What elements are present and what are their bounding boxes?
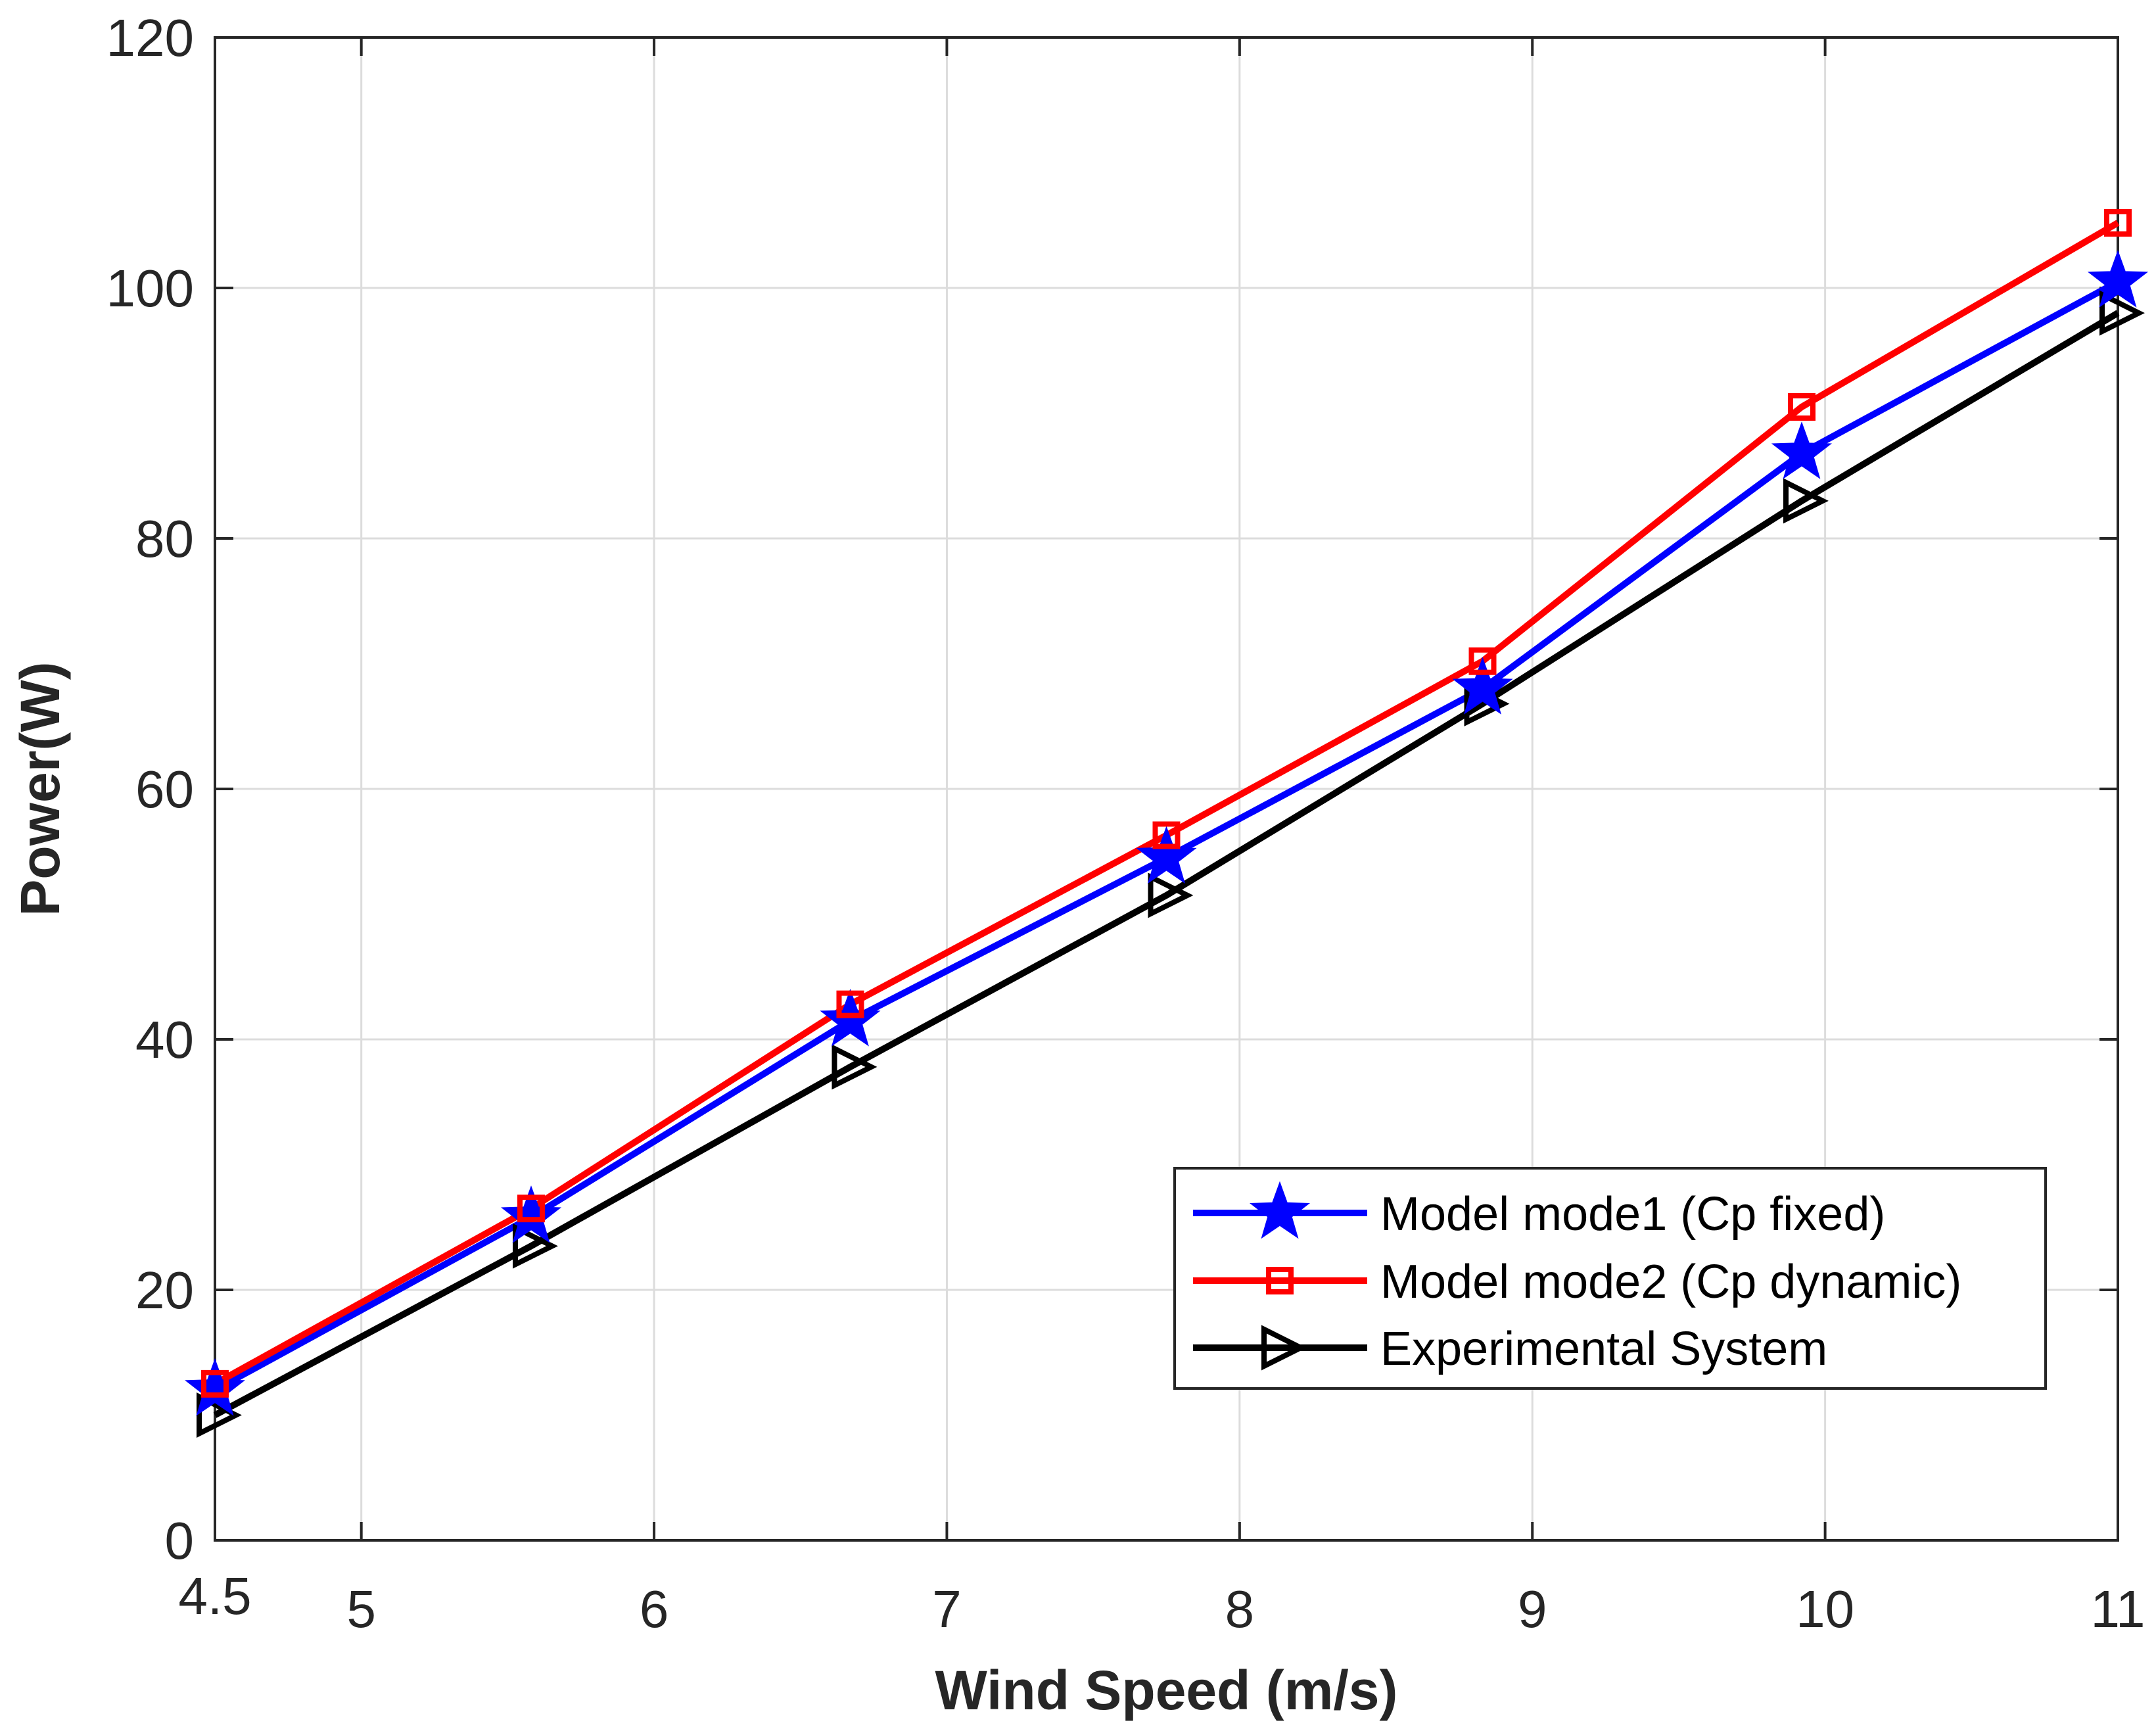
- series-2-point: [1468, 647, 1497, 675]
- series-markers: [184, 208, 2149, 1438]
- y-tick-label: 0: [165, 1511, 195, 1570]
- legend-label-3: Experimental System: [1380, 1323, 1827, 1375]
- x-tick-label: 8: [1225, 1580, 1255, 1638]
- x-tick-labels: 4.5 5 6 7 8 9 10 11: [178, 1567, 2145, 1638]
- series-1-point: [1452, 657, 1513, 715]
- x-tick-label: 10: [1796, 1580, 1854, 1638]
- legend-marker-3: [1261, 1325, 1307, 1371]
- series-1-point: [1771, 421, 1833, 479]
- series-line-3: [213, 310, 2120, 1418]
- y-tick-label: 60: [135, 760, 194, 818]
- legend: Model mode1 (Cp fixed) Model mode2 (Cp dy…: [1173, 1167, 2047, 1390]
- series-2-point: [836, 990, 864, 1018]
- y-axis-title: Power(W): [9, 661, 71, 916]
- legend-label-1: Model mode1 (Cp fixed): [1380, 1188, 1885, 1241]
- x-axis-title: Wind Speed (m/s): [935, 1659, 1398, 1721]
- x-tick-label: 9: [1518, 1580, 1547, 1638]
- x-tick-label: 6: [640, 1580, 669, 1638]
- y-tick-label: 20: [135, 1261, 194, 1319]
- series-3-point: [1783, 478, 1829, 524]
- series-1-point: [500, 1185, 562, 1243]
- legend-marker-2: [1266, 1267, 1294, 1294]
- series-1-point: [1136, 826, 1197, 884]
- x-tick-label: 5: [346, 1580, 376, 1638]
- series-2-point: [1152, 821, 1181, 849]
- x-tick-label: 4.5: [178, 1567, 251, 1625]
- legend-label-2: Model mode2 (Cp dynamic): [1380, 1256, 1961, 1308]
- axis-ticks: [214, 36, 2119, 1542]
- grid-lines: [214, 36, 2119, 1542]
- y-tick-label: 80: [135, 510, 194, 568]
- x-tick-label: 11: [2090, 1580, 2145, 1638]
- series-2-point: [1787, 392, 1816, 421]
- x-tick-label: 7: [932, 1580, 962, 1638]
- series-2-point: [2104, 208, 2132, 237]
- legend-entries: Model mode1 (Cp fixed) Model mode2 (Cp dy…: [1193, 1181, 1961, 1375]
- y-tick-label: 120: [106, 9, 194, 67]
- series-1-point: [184, 1358, 246, 1416]
- legend-marker-1: [1249, 1181, 1311, 1239]
- series-3-point: [832, 1044, 878, 1090]
- y-tick-label: 40: [135, 1010, 194, 1069]
- series-3-point: [513, 1223, 558, 1269]
- y-tick-labels: 0 20 40 60 80 100 120: [106, 9, 194, 1570]
- series-3-point: [197, 1392, 242, 1438]
- series-1-point: [2087, 250, 2149, 308]
- series-2-point: [517, 1195, 546, 1223]
- series-2-point: [201, 1369, 229, 1398]
- series-3-point: [2099, 290, 2145, 336]
- series-3-point: [1148, 872, 1194, 918]
- y-tick-label: 100: [106, 259, 194, 318]
